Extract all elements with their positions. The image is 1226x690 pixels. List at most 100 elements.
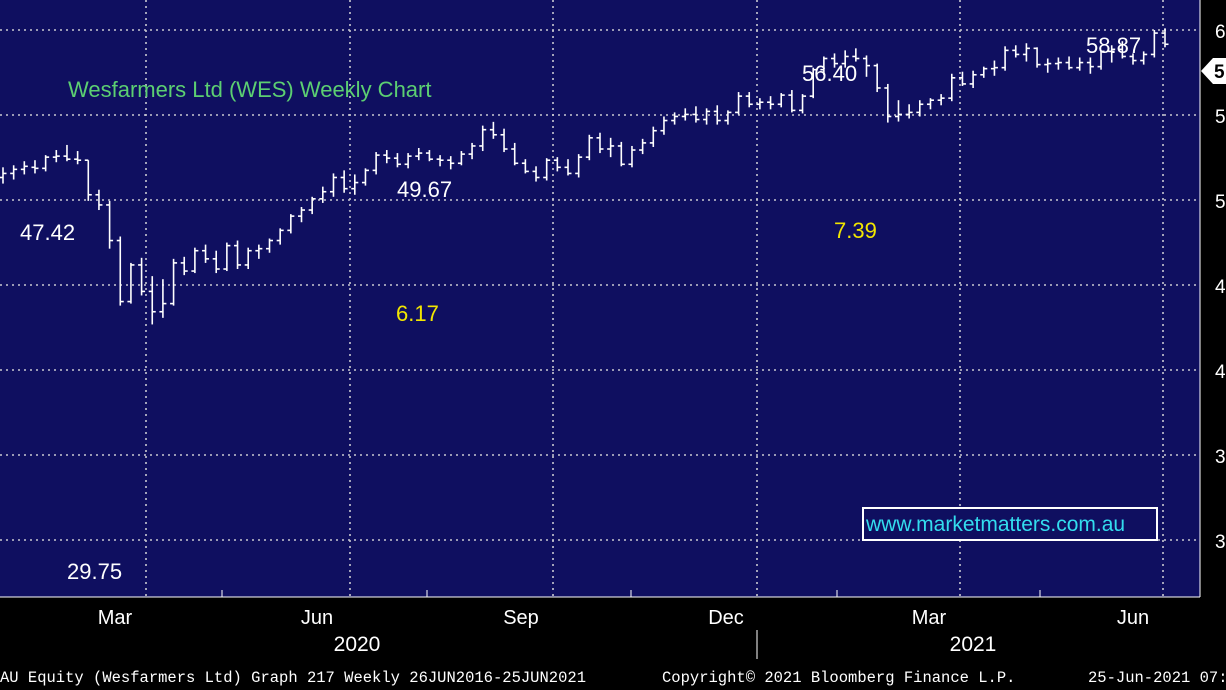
ohlc-bar: [223, 242, 231, 272]
current-price-label: 5: [1214, 62, 1225, 83]
footer-copyright: Copyright© 2021 Bloomberg Finance L.P.: [662, 669, 1015, 687]
annotation-58-87: 58.87: [1086, 33, 1141, 58]
ohlc-bar: [468, 142, 476, 160]
ohlc-bar: [436, 155, 444, 167]
current-price-tag: 5: [1201, 58, 1226, 84]
ohlc-bar: [1065, 56, 1073, 70]
ohlc-bar: [1076, 57, 1084, 71]
ohlc-bar: [831, 53, 839, 68]
ohlc-bar: [116, 236, 124, 306]
ohlc-bar: [404, 153, 412, 169]
ohlc-bar: [287, 214, 295, 234]
ohlc-bar: [841, 50, 849, 68]
ohlc-bar: [958, 71, 966, 86]
annotation-7-39: 7.39: [834, 218, 877, 243]
ohlc-bar: [1022, 43, 1030, 62]
ohlc-bar: [767, 96, 775, 110]
ohlc-bar: [74, 151, 82, 165]
footer-security-info: AU Equity (Wesfarmers Ltd) Graph 217 Wee…: [0, 669, 586, 687]
ohlc-bar: [95, 189, 103, 211]
ohlc-bar: [1140, 51, 1148, 65]
ohlc-bar: [1001, 46, 1009, 71]
ohlc-bar: [585, 134, 593, 161]
plot-area: [0, 0, 1200, 597]
ohlc-bar: [84, 159, 92, 201]
y-tick-label: 6: [1215, 22, 1226, 43]
ohlc-bar: [159, 279, 167, 318]
price-annotations: 47.42 29.75 49.67 6.17 56.40 7.39 58.87: [20, 33, 1141, 584]
ohlc-bar: [543, 158, 551, 181]
ohlc-bar: [1150, 30, 1158, 58]
ohlc-bar: [1161, 28, 1169, 48]
ohlc-bar: [31, 160, 39, 174]
ohlc-bar: [393, 153, 401, 168]
ohlc-bar: [575, 154, 583, 178]
ohlc-bar: [255, 244, 263, 259]
ohlc-bar: [948, 73, 956, 102]
chart-title: Wesfarmers Ltd (WES) Weekly Chart: [68, 77, 431, 102]
annotation-49-67: 49.67: [397, 177, 452, 202]
ohlc-bar: [1118, 41, 1126, 59]
ohlc-bars: [0, 28, 1169, 325]
ohlc-bar: [1044, 58, 1052, 73]
ohlc-bar: [447, 156, 455, 170]
ohlc-bar: [127, 262, 135, 304]
ohlc-bar: [266, 238, 274, 253]
ohlc-bar: [724, 110, 732, 125]
y-tick-label: 5: [1215, 107, 1226, 128]
ohlc-bar: [873, 63, 881, 93]
ohlc-bar: [745, 92, 753, 108]
y-tick-label: 3: [1215, 447, 1226, 468]
ohlc-bar: [990, 60, 998, 76]
x-tick-label-mar-2021: Mar: [912, 607, 947, 629]
ohlc-bar: [820, 56, 828, 75]
x-tick-label-mar-2020: Mar: [98, 607, 133, 629]
ohlc-bar: [777, 93, 785, 108]
ohlc-bar: [148, 276, 156, 325]
ohlc-bar: [681, 108, 689, 121]
ohlc-bar: [799, 94, 807, 114]
ohlc-bar: [980, 66, 988, 78]
ohlc-bar: [489, 121, 497, 139]
ohlc-bar: [809, 67, 817, 99]
ohlc-bar: [756, 98, 764, 110]
ohlc-bar: [42, 155, 50, 172]
ohlc-bar: [308, 196, 316, 215]
x-year-label-2020: 2020: [334, 633, 381, 656]
annotation-6-17: 6.17: [396, 301, 439, 326]
ohlc-bar: [191, 247, 199, 274]
ohlc-bar: [234, 240, 242, 270]
ohlc-bar: [1097, 50, 1105, 70]
y-tick-label: 3: [1215, 532, 1226, 553]
ohlc-bar: [916, 100, 924, 117]
ohlc-bar: [532, 166, 540, 182]
ohlc-bar: [372, 152, 380, 175]
y-axis-ticks: 6 5 5 4 4 3 3: [1215, 22, 1226, 553]
ohlc-bar: [0, 167, 7, 184]
ohlc-bar: [894, 100, 902, 122]
footer-bar: AU Equity (Wesfarmers Ltd) Graph 217 Wee…: [0, 669, 1226, 687]
footer-timestamp: 25-Jun-2021 07:3: [1088, 669, 1226, 687]
ohlc-bar: [297, 206, 305, 223]
ohlc-bar: [607, 137, 615, 158]
ohlc-bar: [244, 247, 252, 270]
ohlc-bar: [180, 256, 188, 276]
current-price-marker: [1201, 58, 1226, 84]
ohlc-bar: [926, 98, 934, 110]
ohlc-bar: [383, 150, 391, 164]
ohlc-bar: [276, 228, 284, 245]
ohlc-bar: [617, 141, 625, 167]
ohlc-bar: [212, 250, 220, 274]
ohlc-bar: [628, 145, 636, 168]
ohlc-bar: [319, 186, 327, 203]
ohlc-bar: [703, 108, 711, 125]
ohlc-bar: [905, 104, 913, 119]
annotation-47-42: 47.42: [20, 220, 75, 245]
ohlc-bar: [1086, 57, 1094, 74]
ohlc-bar: [884, 83, 892, 123]
ohlc-bar: [863, 55, 871, 77]
ohlc-bar: [457, 151, 465, 166]
ohlc-bar: [1129, 53, 1137, 65]
x-tick-label-jun-2020: Jun: [301, 607, 333, 629]
ohlc-bar: [10, 165, 18, 180]
